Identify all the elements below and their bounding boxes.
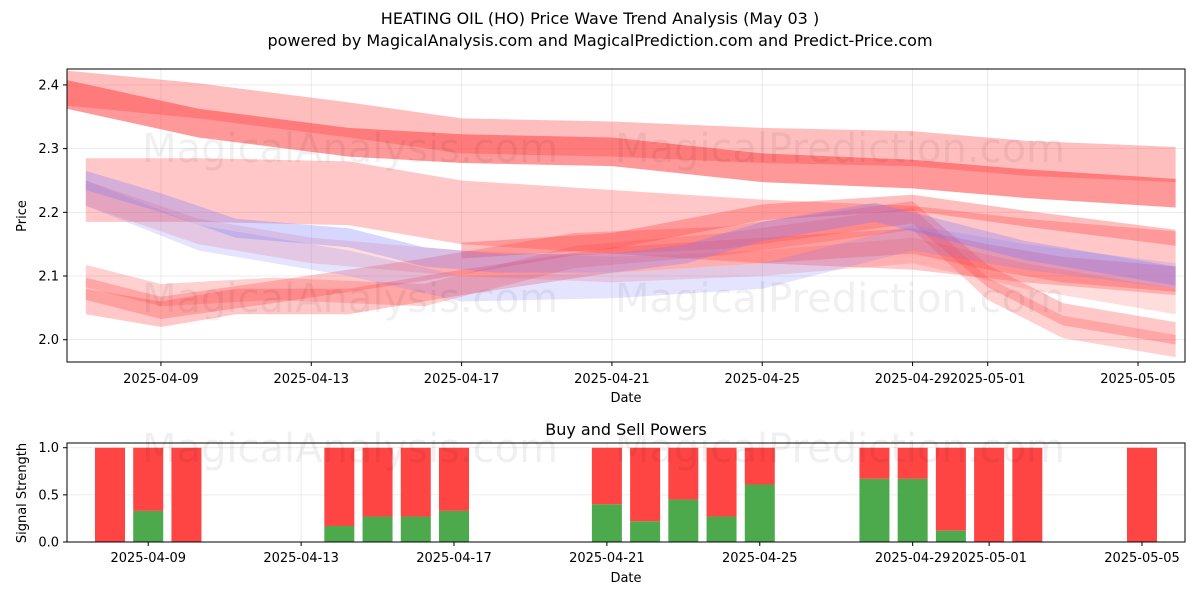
buy-power-bar	[706, 516, 737, 542]
signal-x-tick-label: 2025-05-01	[951, 551, 1027, 566]
signal-x-tick-label: 2025-04-21	[569, 551, 645, 566]
price-x-axis-label: Date	[610, 391, 641, 406]
price-x-tick-label: 2025-04-09	[123, 372, 199, 387]
price-grid	[67, 69, 1185, 362]
sell-power-bar	[859, 447, 890, 479]
sell-power-bar	[324, 447, 355, 526]
buy-power-bar	[744, 484, 775, 542]
sell-power-bar	[171, 447, 202, 542]
sell-power-bar	[439, 447, 469, 511]
signal-chart-title: Buy and Sell Powers	[545, 420, 707, 439]
buy-power-bar	[324, 525, 355, 542]
price-y-tick-label: 2.4	[38, 78, 59, 93]
sell-power-bar	[935, 447, 966, 531]
signal-x-tick-label: 2025-04-29	[875, 551, 951, 566]
signal-x-tick-label: 2025-05-05	[1104, 551, 1180, 566]
signal-x-tick-label: 2025-04-17	[416, 551, 492, 566]
sell-power-bar	[362, 447, 393, 517]
sell-power-bar	[1012, 447, 1043, 542]
blue-wave-band-9	[85, 170, 1176, 286]
watermark-bottom-right: MagicalPrediction.com	[615, 426, 1065, 472]
watermark-top-right: MagicalPrediction.com	[615, 126, 1065, 172]
red-wave-band-1	[67, 80, 1176, 208]
signal-chart: Buy and Sell Powers MagicalAnalysis.com …	[15, 420, 1186, 586]
sell-power-bar	[400, 447, 431, 517]
sell-power-bar	[1127, 447, 1157, 542]
sell-power-bar	[744, 447, 775, 485]
signal-y-tick-label: 0.0	[38, 536, 59, 551]
price-y-tick-label: 2.1	[38, 270, 59, 285]
price-x-tick-label: 2025-04-21	[574, 372, 650, 387]
price-plot-frame	[66, 68, 1186, 363]
signal-x-ticks: 2025-04-09 2025-04-13 2025-04-17 2025-04-21…	[110, 542, 1180, 566]
red-wave-band-8	[85, 180, 1176, 315]
buy-power-bar	[935, 530, 966, 542]
red-wave-band-4	[461, 194, 1176, 259]
buy-power-bar	[400, 516, 431, 542]
sell-power-bar	[897, 447, 928, 479]
price-x-tick-label: 2025-04-13	[273, 372, 349, 387]
signal-x-tick-label: 2025-04-13	[263, 551, 339, 566]
price-bands	[67, 70, 1176, 358]
buy-power-bar	[591, 504, 622, 542]
signal-bars	[95, 447, 1157, 542]
signal-y-tick-label: 0.5	[38, 488, 59, 503]
buy-power-bar	[362, 516, 393, 542]
sell-power-bar	[706, 447, 737, 517]
signal-y-ticks: 0.0 0.5 1.0	[38, 441, 67, 551]
price-x-tick-label: 2025-05-01	[950, 372, 1026, 387]
signal-y-axis-label: Signal Strength	[15, 443, 30, 543]
price-y-tick-label: 2.2	[38, 206, 59, 221]
sell-power-bar	[133, 447, 164, 511]
blue-wave-band-10	[85, 180, 1176, 302]
signal-x-axis-label: Date	[610, 571, 641, 586]
red-wave-band-7	[85, 207, 1176, 358]
sell-power-bar	[95, 447, 125, 542]
watermark-mid-right: MagicalPrediction.com	[615, 276, 1065, 322]
watermark-mid-left: MagicalAnalysis.com	[142, 276, 558, 322]
price-y-tick-label: 2.0	[38, 333, 59, 348]
price-x-tick-label: 2025-04-17	[424, 372, 500, 387]
sell-power-bar	[591, 447, 622, 505]
buy-power-bar	[859, 478, 890, 542]
buy-power-bar	[133, 510, 164, 542]
price-y-tick-label: 2.3	[38, 142, 59, 157]
buy-power-bar	[897, 478, 928, 542]
signal-x-tick-label: 2025-04-09	[110, 551, 186, 566]
sell-power-bar	[668, 447, 699, 500]
sell-power-bar	[630, 447, 661, 522]
price-x-ticks: 2025-04-09 2025-04-13 2025-04-17 2025-04-21…	[123, 362, 1176, 387]
signal-y-tick-label: 1.0	[38, 441, 59, 456]
buy-power-bar	[630, 521, 661, 542]
chart-title: HEATING OIL (HO) Price Wave Trend Analys…	[380, 9, 820, 28]
buy-power-bar	[439, 510, 469, 542]
watermark-bottom-left: MagicalAnalysis.com	[142, 426, 558, 472]
watermark-top-left: MagicalAnalysis.com	[142, 126, 558, 172]
price-x-tick-label: 2025-05-05	[1100, 372, 1176, 387]
signal-x-tick-label: 2025-04-25	[722, 551, 798, 566]
price-x-tick-label: 2025-04-25	[724, 372, 800, 387]
red-wave-band-2	[67, 70, 1176, 183]
buy-power-bar	[668, 499, 699, 542]
price-chart: MagicalAnalysis.com MagicalPrediction.co…	[15, 68, 1186, 406]
red-wave-band-5	[85, 228, 1176, 327]
sell-power-bar	[974, 447, 1005, 542]
signal-plot-frame	[66, 442, 1186, 543]
price-x-tick-label: 2025-04-29	[875, 372, 951, 387]
red-wave-band-3	[85, 158, 1176, 296]
price-y-ticks: 2.0 2.1 2.2 2.3 2.4	[38, 78, 67, 348]
price-y-axis-label: Price	[15, 200, 30, 232]
chart-subtitle: powered by MagicalAnalysis.com and Magic…	[267, 31, 933, 50]
